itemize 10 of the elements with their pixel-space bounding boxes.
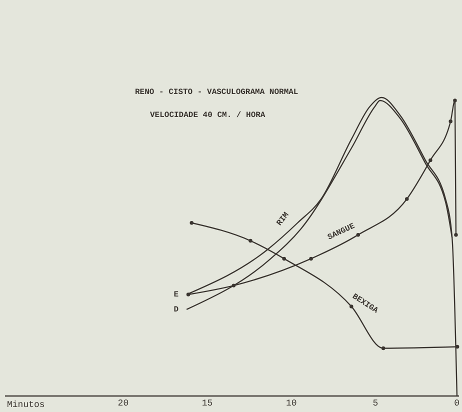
text: VELOCIDADE 40 CM. / HORA	[150, 111, 266, 120]
x-tick-label: 5	[372, 398, 378, 408]
x-tick-label: 20	[118, 398, 129, 408]
x-tick-label: 10	[286, 398, 297, 408]
series-label: D	[174, 305, 179, 314]
x-tick-label: 15	[202, 398, 213, 408]
x-axis-title: Minutos	[7, 400, 45, 410]
series-label: E	[174, 290, 179, 300]
x-tick-label: 0	[454, 398, 460, 408]
chart-title: RENO - CISTO - VASCULOGRAMA NORMAL	[135, 88, 298, 97]
